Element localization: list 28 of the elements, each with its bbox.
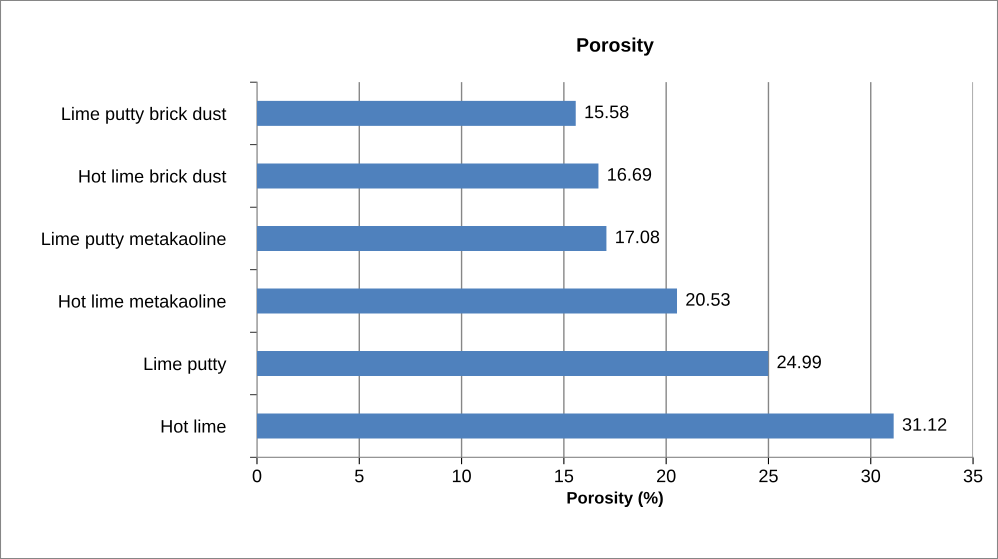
bar [256,163,598,188]
chart-title: Porosity [577,38,654,56]
x-tick-label: 30 [861,470,880,482]
data-label: 31.12 [902,418,946,431]
x-tick-label: 25 [759,470,778,482]
bar [256,226,606,251]
x-tick-label: 10 [452,470,471,482]
data-label: 17.08 [616,230,660,244]
bar [256,100,576,126]
y-tick-label: Lime putty [144,356,226,374]
bar [256,350,768,376]
y-tick-label: Hot lime metakaoline [59,294,226,308]
y-tick-label: Lime putty metakaoline [42,232,226,249]
y-tick-label: Lime putty brick dust [62,106,226,124]
data-label: 15.58 [585,105,628,118]
x-tick-label: 20 [657,470,676,482]
data-label: 16.69 [608,168,652,181]
x-tick-label: 15 [555,470,574,482]
y-tick-label: Hot lime [162,419,226,433]
bar [256,288,678,314]
data-label: 24.99 [777,356,821,368]
data-label: 20.53 [686,293,730,306]
x-tick-label: 5 [354,470,364,482]
x-axis-title: Porosity (%) [568,491,663,507]
bar [256,414,894,439]
x-tick-label: 0 [252,470,262,482]
y-tick-label: Hot lime brick dust [79,169,226,183]
x-tick-label: 35 [964,470,982,482]
